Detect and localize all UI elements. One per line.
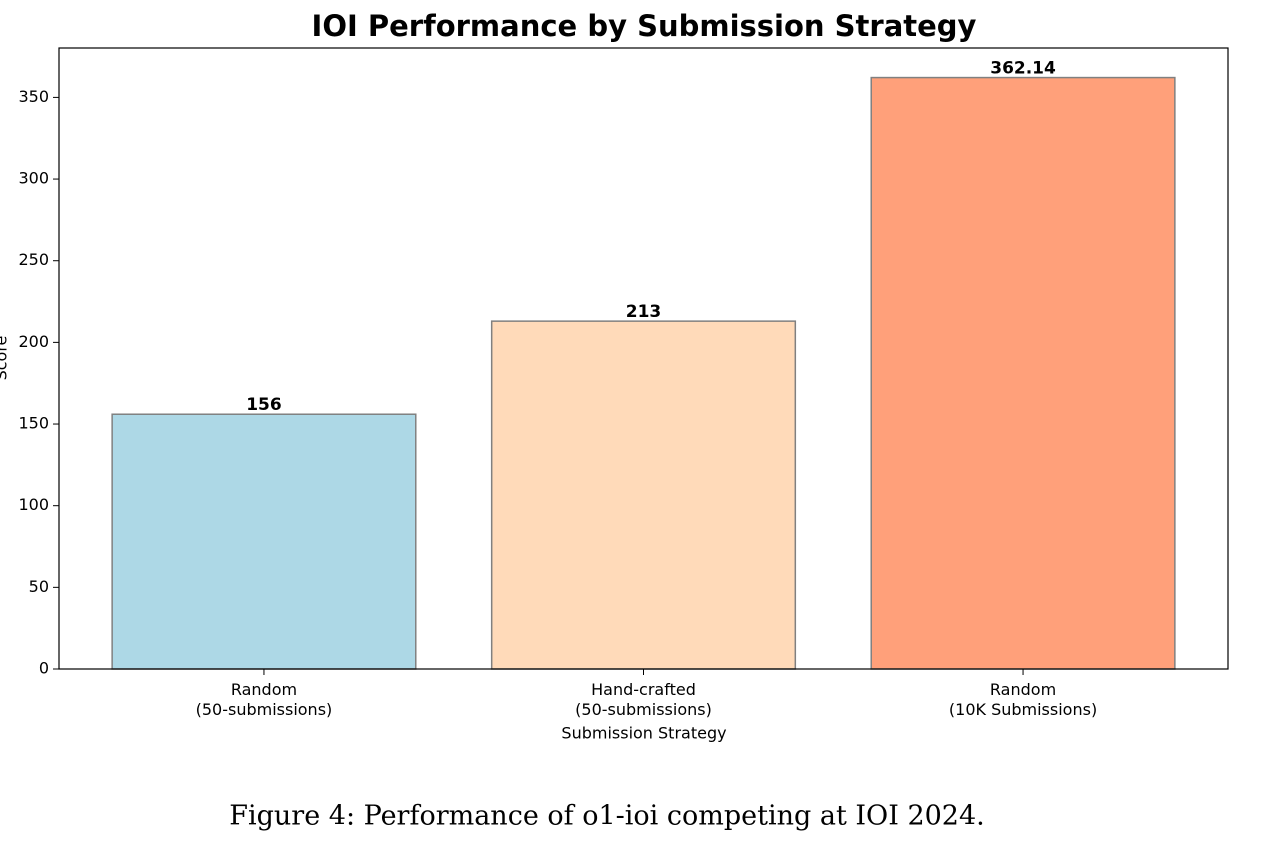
y-tick-label: 150 xyxy=(18,414,49,433)
y-tick-label: 200 xyxy=(18,332,49,351)
y-axis-label: Score xyxy=(0,336,11,381)
y-tick-label: 350 xyxy=(18,87,49,106)
bar xyxy=(490,320,797,670)
bar xyxy=(111,413,417,670)
value-label: 362.14 xyxy=(990,59,1056,79)
value-label: 213 xyxy=(626,302,662,322)
y-tick-label: 50 xyxy=(29,577,49,596)
figure-caption: Figure 4: Performance of o1-ioi competin… xyxy=(229,801,985,832)
x-tick-label: Random (50-submissions) xyxy=(196,680,333,719)
chart-title: IOI Performance by Submission Strategy xyxy=(312,9,977,43)
x-axis-label: Submission Strategy xyxy=(561,724,726,743)
y-tick-label: 0 xyxy=(39,659,49,678)
x-tick-label: Random (10K Submissions) xyxy=(949,680,1097,719)
y-tick-label: 300 xyxy=(18,169,49,188)
bar xyxy=(870,76,1176,670)
y-tick-label: 250 xyxy=(18,250,49,269)
y-tick-label: 100 xyxy=(18,495,49,514)
value-label: 156 xyxy=(246,395,282,415)
plot-frame xyxy=(58,47,1229,670)
x-tick-label: Hand-crafted (50-submissions) xyxy=(575,680,712,719)
